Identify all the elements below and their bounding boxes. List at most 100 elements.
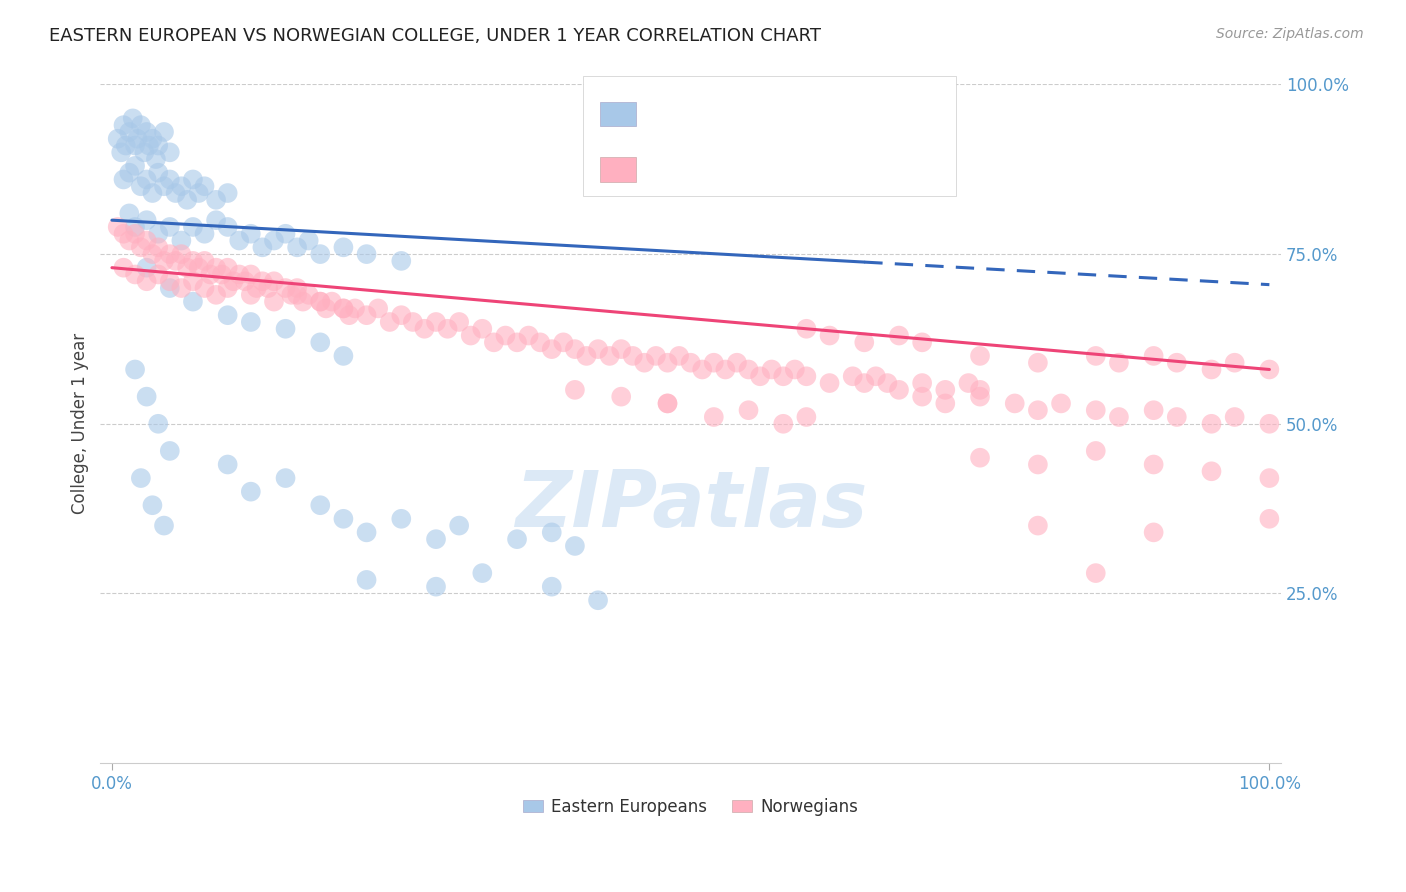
Point xyxy=(153,518,176,533)
Point xyxy=(181,172,204,186)
Point xyxy=(749,369,772,384)
Point xyxy=(969,349,991,363)
Point xyxy=(170,247,193,261)
Point xyxy=(969,390,991,404)
Point xyxy=(506,335,529,350)
Point xyxy=(141,498,163,512)
Point xyxy=(436,322,458,336)
Point xyxy=(934,383,956,397)
Point xyxy=(228,234,250,248)
Point xyxy=(141,132,163,146)
Point xyxy=(553,335,575,350)
Point xyxy=(540,342,562,356)
Point xyxy=(1201,464,1223,478)
Point xyxy=(841,369,863,384)
Point xyxy=(865,369,887,384)
Point xyxy=(1084,444,1107,458)
Point xyxy=(853,335,876,350)
Point xyxy=(217,219,239,234)
Point xyxy=(633,356,655,370)
Point xyxy=(425,315,447,329)
Point xyxy=(285,288,308,302)
Point xyxy=(1143,525,1166,540)
Point xyxy=(135,260,157,275)
Point xyxy=(170,281,193,295)
Point xyxy=(367,301,389,316)
Point xyxy=(193,281,215,295)
Point xyxy=(135,390,157,404)
Point xyxy=(239,268,262,282)
Point xyxy=(332,349,354,363)
Point xyxy=(285,240,308,254)
Point xyxy=(657,356,679,370)
Point xyxy=(1166,409,1188,424)
Point xyxy=(148,166,170,180)
Point xyxy=(141,247,163,261)
Point xyxy=(818,328,841,343)
Point xyxy=(506,532,529,546)
Point xyxy=(112,260,135,275)
Point xyxy=(239,288,262,302)
Point xyxy=(564,383,586,397)
Point xyxy=(737,403,759,417)
Point xyxy=(657,396,679,410)
Text: ZIPatlas: ZIPatlas xyxy=(515,467,866,543)
Point xyxy=(239,227,262,241)
Point xyxy=(110,145,132,160)
Point xyxy=(356,308,378,322)
Point xyxy=(389,512,412,526)
Point xyxy=(1026,403,1049,417)
Point xyxy=(332,301,354,316)
Point xyxy=(124,138,146,153)
Point xyxy=(263,274,285,288)
Point xyxy=(657,396,679,410)
Point xyxy=(181,219,204,234)
Point xyxy=(1026,356,1049,370)
Point xyxy=(217,308,239,322)
Point xyxy=(402,315,425,329)
Point xyxy=(170,179,193,194)
Point xyxy=(118,234,141,248)
Point xyxy=(200,268,222,282)
Point xyxy=(148,240,170,254)
Point xyxy=(332,512,354,526)
Point xyxy=(540,525,562,540)
Point xyxy=(911,335,934,350)
Point xyxy=(181,253,204,268)
Legend: Eastern Europeans, Norwegians: Eastern Europeans, Norwegians xyxy=(516,791,865,822)
Point xyxy=(135,213,157,227)
Point xyxy=(1026,518,1049,533)
Point xyxy=(239,315,262,329)
Point xyxy=(645,349,668,363)
Point xyxy=(181,274,204,288)
Point xyxy=(1223,356,1246,370)
Point xyxy=(138,138,160,153)
Point xyxy=(124,219,146,234)
Point xyxy=(1050,396,1073,410)
Point xyxy=(114,138,136,153)
Point xyxy=(252,274,274,288)
Point xyxy=(564,539,586,553)
Point xyxy=(449,518,471,533)
Point xyxy=(118,166,141,180)
Text: Source: ZipAtlas.com: Source: ZipAtlas.com xyxy=(1216,27,1364,41)
Point xyxy=(1143,458,1166,472)
Point xyxy=(783,362,806,376)
Point xyxy=(1084,566,1107,580)
Point xyxy=(165,186,187,200)
Point xyxy=(356,247,378,261)
Point xyxy=(205,213,228,227)
Point xyxy=(796,322,818,336)
Point xyxy=(378,315,401,329)
Point xyxy=(1004,396,1026,410)
Point xyxy=(134,145,156,160)
Point xyxy=(165,253,187,268)
Point xyxy=(818,376,841,390)
Point xyxy=(332,240,354,254)
Point xyxy=(315,301,337,316)
Point xyxy=(205,288,228,302)
Point xyxy=(425,532,447,546)
Point xyxy=(356,525,378,540)
Point xyxy=(135,172,157,186)
Point xyxy=(309,498,332,512)
